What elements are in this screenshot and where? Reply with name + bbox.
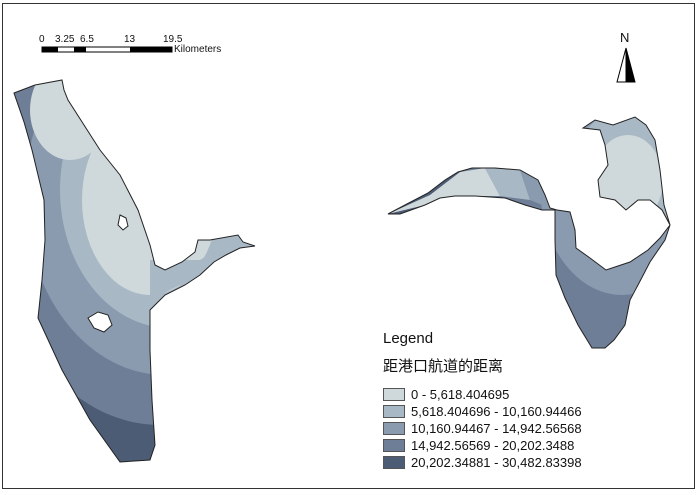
legend-swatch — [383, 405, 405, 418]
legend-label: 20,202.34881 - 30,482.83398 — [411, 455, 582, 470]
north-arrow-icon — [616, 47, 636, 83]
legend-item: 0 - 5,618.404695 — [383, 386, 683, 403]
legend-item: 5,618.404696 - 10,160.94466 — [383, 403, 683, 420]
legend-label: 0 - 5,618.404695 — [411, 387, 510, 402]
legend-subtitle: 距港口航道的距离 — [383, 357, 504, 375]
legend-swatch — [383, 439, 405, 452]
legend-label: 14,942.56569 - 20,202.3488 — [411, 438, 575, 453]
legend-title: Legend — [383, 330, 434, 347]
scale-unit-label: Kilometers — [174, 44, 222, 55]
scale-bar — [41, 46, 173, 53]
scale-tick-label: 19.5 — [163, 34, 183, 45]
map-frame — [2, 3, 695, 489]
right-region — [388, 117, 670, 348]
scale-bar-labels: 0 3.25 6.5 13 19.5 Kilometers — [0, 0, 700, 60]
legend-swatch — [383, 388, 405, 401]
legend-label: 5,618.404696 - 10,160.94466 — [411, 404, 582, 419]
legend: Legend 距港口航道的距离 0 - 5,618.404695 5,618.4… — [383, 330, 683, 471]
legend-label: 10,160.94467 - 14,942.56568 — [411, 421, 582, 436]
legend-item: 14,942.56569 - 20,202.3488 — [383, 437, 683, 454]
scale-tick-label: 0 — [39, 34, 45, 45]
right-region-outline — [387, 116, 671, 349]
scale-tick-label: 3.25 — [55, 34, 75, 45]
legend-item: 20,202.34881 - 30,482.83398 — [383, 454, 683, 471]
island-small — [117, 214, 129, 231]
north-arrow: N — [612, 30, 640, 90]
legend-swatch — [383, 422, 405, 435]
island-large — [87, 311, 113, 333]
north-label: N — [620, 30, 630, 45]
left-region — [14, 80, 255, 462]
legend-item: 10,160.94467 - 14,942.56568 — [383, 420, 683, 437]
legend-swatch — [383, 456, 405, 469]
scale-tick-label: 6.5 — [80, 34, 94, 45]
left-region-outline — [13, 79, 256, 463]
scale-tick-label: 13 — [124, 34, 136, 45]
